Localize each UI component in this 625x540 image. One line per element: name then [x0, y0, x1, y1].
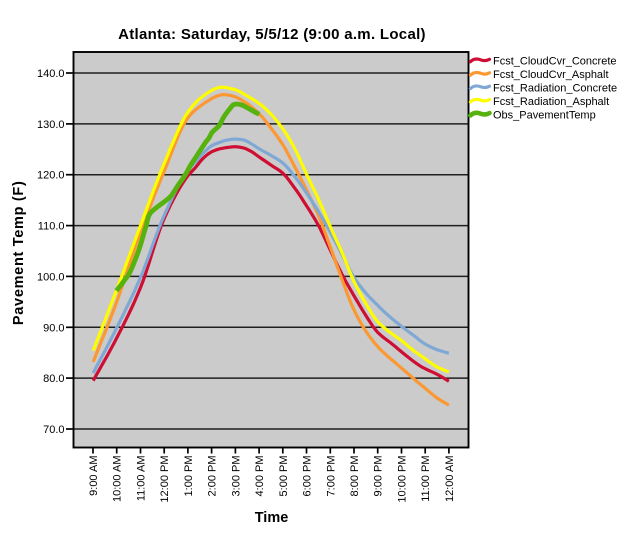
svg-text:Fcst_CloudCvr_Concrete: Fcst_CloudCvr_Concrete [493, 56, 617, 68]
svg-text:80.0: 80.0 [43, 373, 64, 385]
svg-text:Fcst_Radiation_Concrete: Fcst_Radiation_Concrete [493, 82, 617, 94]
svg-text:100.0: 100.0 [37, 271, 65, 283]
svg-text:8:00 PM: 8:00 PM [349, 456, 361, 497]
svg-text:Fcst_Radiation_Asphalt: Fcst_Radiation_Asphalt [493, 96, 609, 108]
svg-text:3:00 PM: 3:00 PM [230, 456, 242, 497]
svg-text:90.0: 90.0 [43, 322, 64, 334]
svg-text:10:00 AM: 10:00 AM [112, 456, 124, 502]
svg-text:12:00 AM: 12:00 AM [444, 456, 456, 502]
svg-text:110.0: 110.0 [38, 221, 65, 233]
svg-text:Fcst_CloudCvr_Asphalt: Fcst_CloudCvr_Asphalt [493, 69, 609, 81]
svg-text:Obs_PavementTemp: Obs_PavementTemp [493, 109, 596, 121]
svg-text:1:00 PM: 1:00 PM [183, 456, 195, 497]
svg-text:9:00 PM: 9:00 PM [373, 456, 385, 497]
svg-text:7:00 PM: 7:00 PM [325, 456, 337, 497]
svg-text:130.0: 130.0 [37, 119, 65, 131]
svg-text:6:00 PM: 6:00 PM [302, 456, 314, 497]
svg-text:5:00 PM: 5:00 PM [278, 456, 290, 497]
svg-text:11:00 PM: 11:00 PM [420, 456, 432, 502]
svg-text:12:00 PM: 12:00 PM [159, 456, 171, 503]
svg-text:Pavement Temp (F): Pavement Temp (F) [11, 181, 27, 326]
svg-text:11:00 AM: 11:00 AM [136, 456, 148, 502]
svg-text:140.0: 140.0 [37, 68, 65, 80]
svg-text:120.0: 120.0 [37, 170, 65, 182]
svg-text:4:00 PM: 4:00 PM [254, 456, 266, 497]
svg-text:Atlanta: Saturday, 5/5/12 (9:0: Atlanta: Saturday, 5/5/12 (9:00 a.m. Loc… [118, 26, 426, 43]
svg-text:9:00 AM: 9:00 AM [88, 456, 100, 496]
svg-text:10:00 PM: 10:00 PM [397, 456, 409, 503]
svg-text:70.0: 70.0 [43, 424, 64, 436]
svg-text:2:00 PM: 2:00 PM [207, 456, 219, 497]
svg-text:Time: Time [255, 510, 289, 526]
